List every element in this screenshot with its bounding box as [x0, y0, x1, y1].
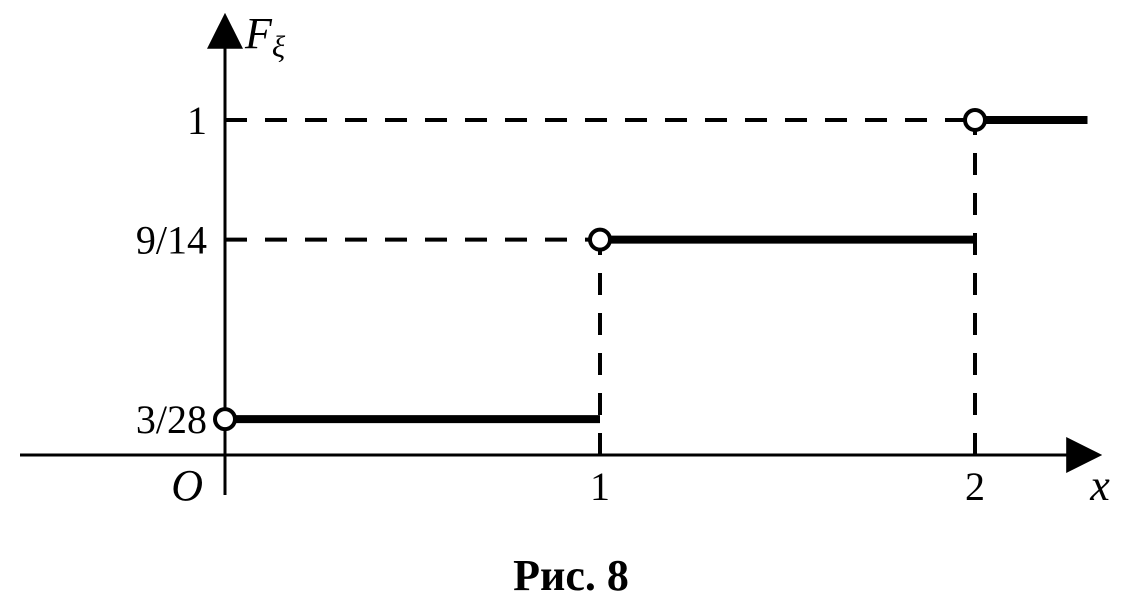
- y-tick-label: 9/14: [136, 218, 207, 263]
- x-tick-label: 2: [965, 464, 985, 509]
- x-axis-label: x: [1089, 461, 1110, 510]
- origin-label: O: [171, 461, 203, 510]
- open-marker: [590, 230, 610, 250]
- y-tick-label: 3/28: [136, 397, 207, 442]
- open-marker: [215, 409, 235, 429]
- figure-caption: Рис. 8: [513, 551, 629, 600]
- x-tick-label: 1: [590, 464, 610, 509]
- open-marker: [965, 110, 985, 130]
- figure-container: 3/28 9/14 1 1 2 O Fξ x Рис. 8: [0, 0, 1142, 615]
- y-tick-label: 1: [187, 98, 207, 143]
- step-cdf-plot: 3/28 9/14 1 1 2 O Fξ x Рис. 8: [0, 0, 1142, 615]
- y-axis-label: Fξ: [244, 9, 286, 64]
